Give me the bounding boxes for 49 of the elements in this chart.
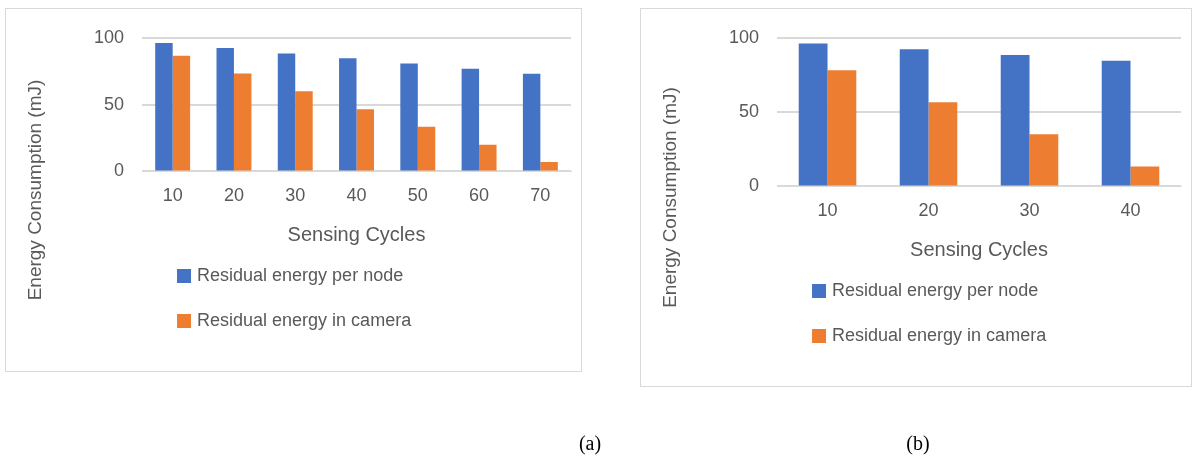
bar (1029, 134, 1059, 186)
bar (400, 63, 418, 171)
text: (b) (905, 432, 931, 455)
y-tick-label: 0 (749, 175, 760, 196)
bar (798, 43, 828, 186)
bar (339, 58, 357, 171)
x-axis-title: Sensing Cycles (287, 222, 426, 245)
bar (1130, 166, 1160, 186)
bar (233, 73, 252, 171)
x-tick-label: 10 (162, 185, 183, 206)
legend-label: Residual energy in camera (832, 324, 1048, 345)
x-tick-label: 30 (285, 185, 306, 206)
x-tick-label: 70 (530, 185, 551, 206)
x-tick-label: 10 (817, 200, 838, 221)
bar (155, 42, 173, 171)
x-tick-label: 40 (346, 185, 367, 206)
bar (216, 48, 234, 171)
bar (461, 68, 480, 171)
bar (172, 55, 191, 171)
bar (827, 70, 857, 186)
y-tick-label: 100 (93, 26, 125, 47)
y-tick-label: 100 (728, 26, 760, 47)
bar (356, 109, 374, 171)
text: (a) (577, 432, 603, 455)
bar (277, 53, 296, 171)
legend-label: Residual energy per node (832, 279, 1039, 300)
x-tick-label: 50 (407, 185, 428, 206)
x-tick-label: 60 (469, 185, 490, 206)
y-axis-title: Energy Consumption (mJ) (659, 87, 681, 308)
legend-label: Residual energy per node (197, 264, 404, 285)
bar (928, 102, 958, 186)
x-tick-label: 40 (1120, 200, 1141, 221)
bar (540, 162, 558, 171)
x-axis-title: Sensing Cycles (910, 237, 1048, 260)
bar (1000, 55, 1030, 186)
bar (1101, 60, 1131, 186)
bar (295, 91, 313, 171)
x-tick-label: 20 (918, 200, 939, 221)
bar (899, 49, 929, 186)
bar (417, 126, 436, 171)
bar (522, 73, 541, 171)
legend-label: Residual energy in camera (197, 309, 413, 330)
x-tick-label: 30 (1019, 200, 1040, 221)
x-tick-label: 20 (223, 185, 244, 206)
y-axis-title: Energy Consumption (mJ) (24, 79, 46, 301)
y-tick-label: 0 (114, 160, 125, 181)
y-tick-label: 50 (104, 93, 125, 114)
y-tick-label: 50 (739, 101, 760, 122)
bar (479, 144, 497, 171)
